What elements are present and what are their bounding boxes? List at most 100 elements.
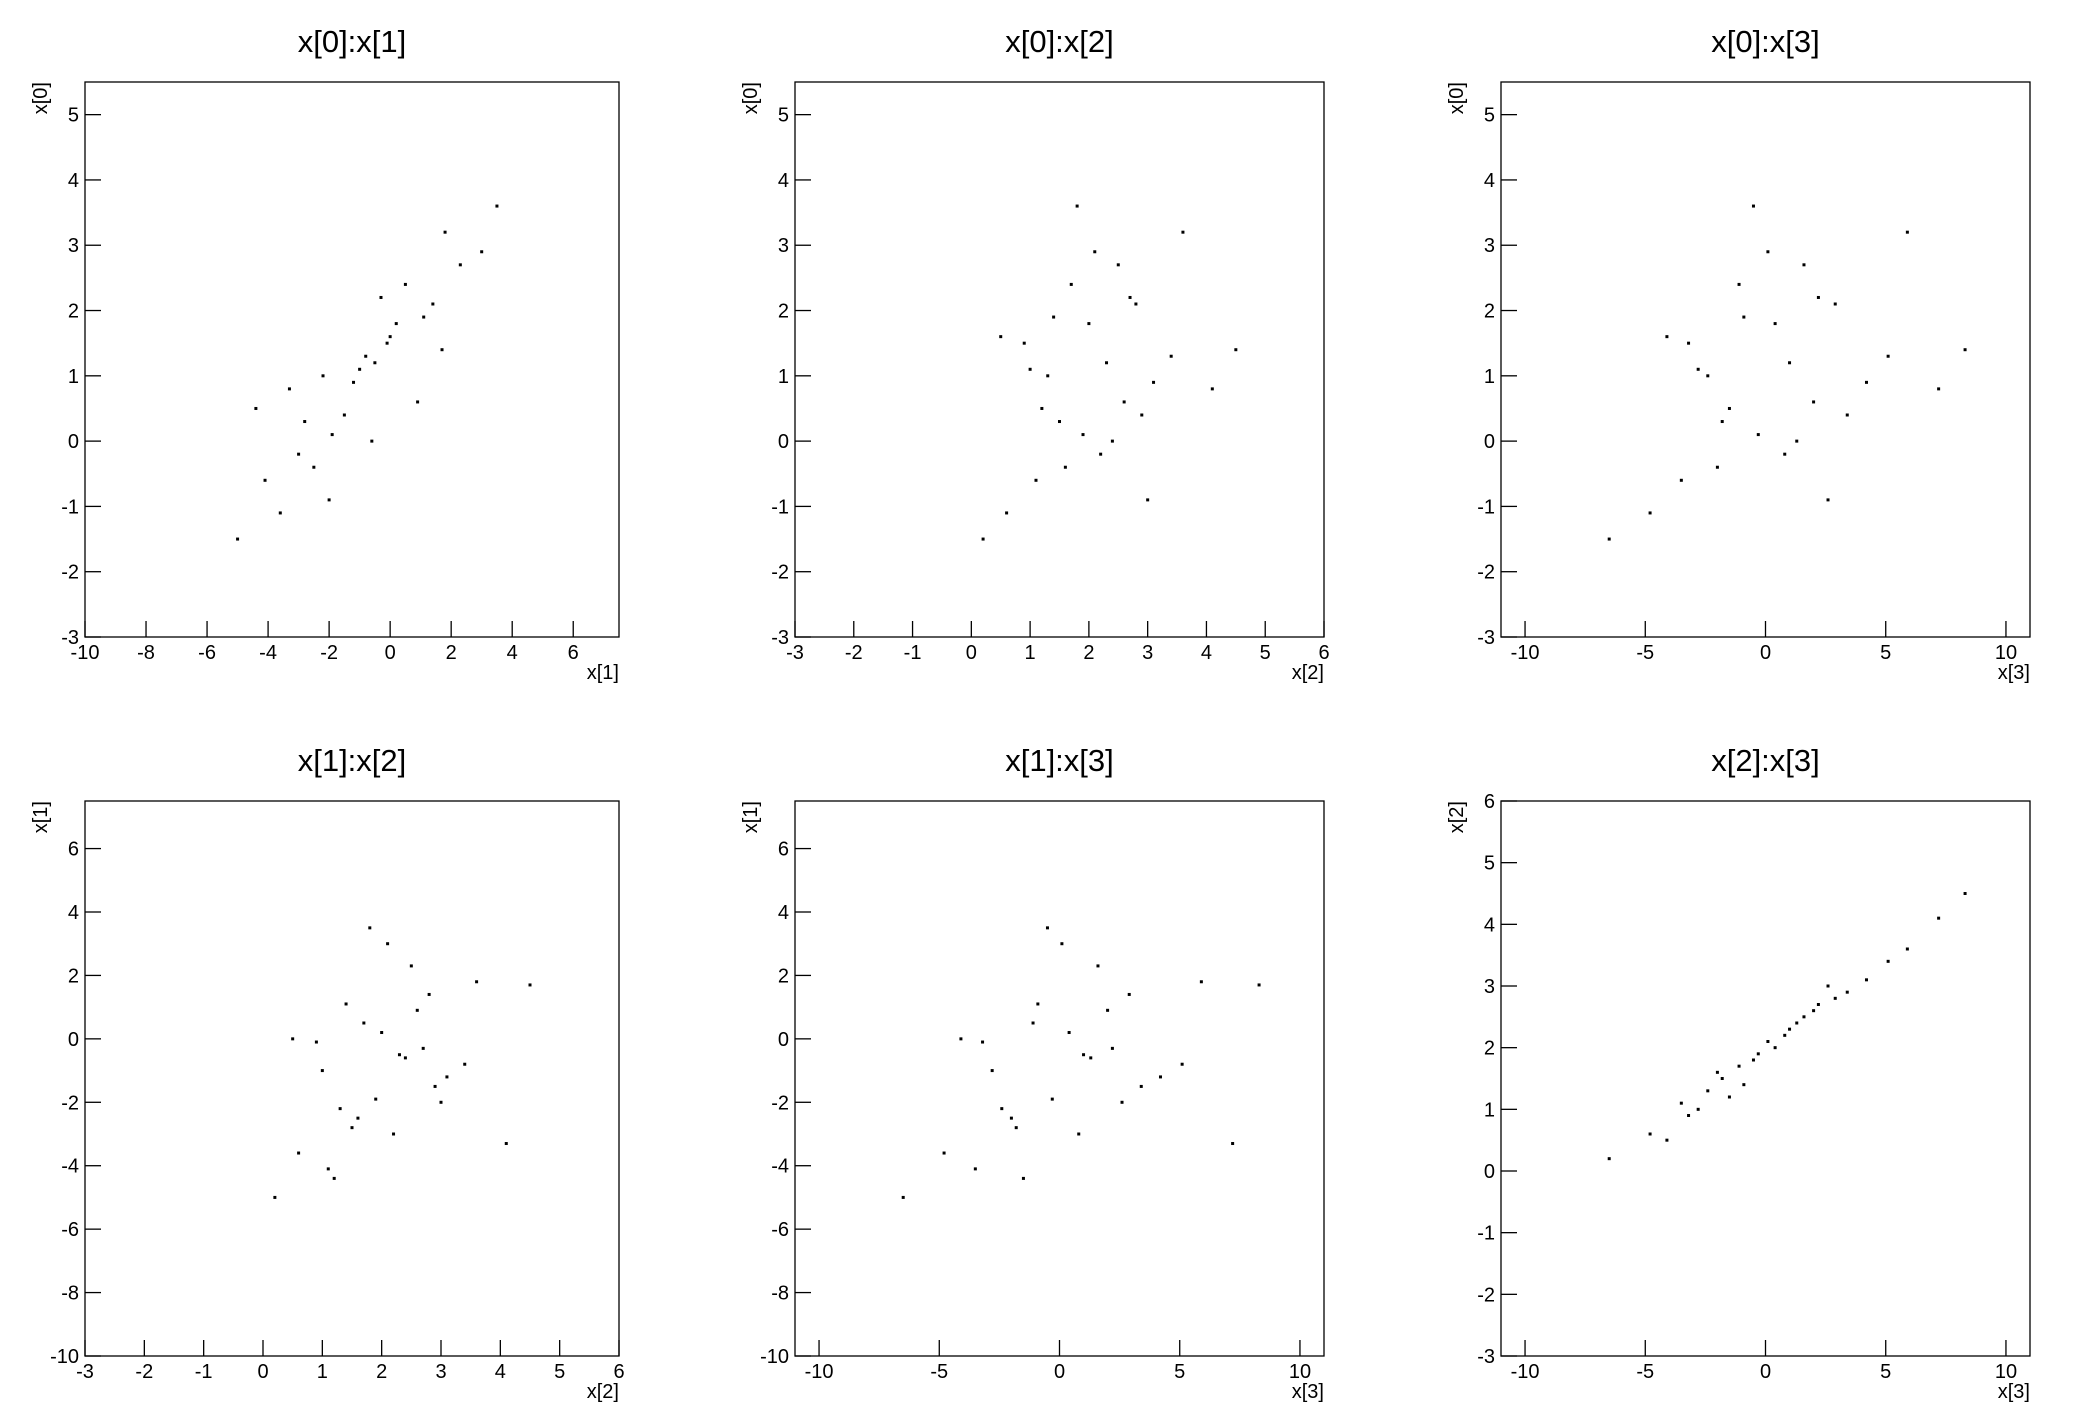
x-tick-label: -3	[786, 642, 804, 664]
point	[1826, 984, 1830, 988]
point	[1009, 1116, 1013, 1120]
point	[1795, 439, 1799, 443]
x-tick-label: -8	[137, 642, 155, 664]
point	[368, 926, 372, 930]
y-tick-label: -1	[771, 496, 789, 518]
point	[1110, 1046, 1114, 1050]
point	[362, 1021, 366, 1025]
point	[1751, 1058, 1755, 1062]
point	[1742, 315, 1746, 319]
point	[1687, 341, 1691, 345]
point	[344, 1002, 348, 1006]
y-tick-label: -2	[771, 562, 789, 584]
point	[1210, 387, 1214, 391]
point	[1766, 1040, 1770, 1043]
point	[1715, 1070, 1719, 1074]
point	[1706, 374, 1710, 378]
x-tick-label: 10	[1995, 642, 2017, 664]
point	[374, 1097, 378, 1101]
y-tick-label: 0	[778, 1029, 789, 1051]
plot-frame	[794, 81, 1325, 638]
point	[327, 498, 331, 502]
plot-frame	[1500, 81, 2031, 638]
x-axis-label: x[3]	[1998, 662, 2030, 684]
point	[1751, 204, 1755, 208]
y-tick-label: -6	[771, 1219, 789, 1241]
x-tick-label: 2	[376, 1361, 387, 1383]
y-tick-label: 0	[68, 431, 79, 453]
point	[1905, 947, 1909, 951]
x-axis-label: x[2]	[587, 1381, 619, 1403]
point	[326, 1167, 330, 1171]
x-tick-label: -10	[805, 1361, 834, 1383]
point	[1050, 1097, 1054, 1101]
y-axis-label: x[1]	[740, 801, 762, 833]
y-tick-label: -6	[61, 1219, 79, 1241]
chart-title: x[0]:x[2]	[1005, 24, 1114, 59]
point	[416, 400, 420, 404]
point	[1081, 433, 1085, 437]
y-tick-label: 4	[1484, 170, 1495, 192]
x-axis-label: x[1]	[587, 662, 619, 684]
point	[495, 204, 499, 208]
y-tick-label: -10	[50, 1346, 79, 1368]
x-tick-label: 4	[507, 642, 518, 664]
chart-title: x[1]:x[2]	[298, 743, 407, 778]
point	[959, 1037, 963, 1041]
x-tick-label: 0	[1760, 1361, 1771, 1383]
point	[433, 1084, 437, 1088]
point	[1058, 420, 1061, 424]
y-tick-label: 6	[1484, 791, 1495, 813]
point	[422, 315, 426, 319]
y-tick-label: 5	[778, 105, 789, 127]
y-tick-label: 0	[1484, 1161, 1495, 1183]
point	[1720, 420, 1724, 424]
point	[1706, 1089, 1710, 1093]
y-tick-label: 1	[1484, 1099, 1495, 1121]
y-tick-label: 3	[778, 235, 789, 257]
x-tick-label: 10	[1289, 1361, 1311, 1383]
point	[1139, 1084, 1143, 1088]
point	[1116, 263, 1120, 267]
point	[1089, 1056, 1093, 1060]
y-tick-label: -8	[771, 1283, 789, 1305]
point	[1014, 1126, 1018, 1130]
point	[291, 1037, 295, 1041]
y-tick-label: -3	[61, 627, 79, 649]
y-tick-label: 2	[68, 965, 79, 987]
y-tick-label: -4	[61, 1156, 79, 1178]
point	[394, 322, 398, 326]
point	[1146, 498, 1150, 502]
point	[901, 1195, 905, 1199]
x-tick-label: 0	[257, 1361, 268, 1383]
point	[1105, 361, 1109, 365]
x-tick-label: 2	[446, 642, 457, 664]
x-tick-label: 0	[966, 642, 977, 664]
x-tick-label: -3	[76, 1361, 94, 1383]
point	[1127, 992, 1131, 996]
point	[330, 433, 334, 437]
x-tick-label: 4	[1201, 642, 1212, 664]
point	[297, 1151, 301, 1155]
point	[314, 1040, 318, 1044]
x-tick-label: 4	[495, 1361, 506, 1383]
point	[1075, 204, 1079, 208]
point	[1696, 1107, 1700, 1111]
y-tick-label: -3	[1477, 627, 1495, 649]
x-tick-label: 0	[385, 642, 396, 664]
chart-title: x[0]:x[3]	[1711, 24, 1820, 59]
point	[1060, 942, 1064, 946]
point	[439, 1100, 443, 1104]
point	[338, 1107, 342, 1111]
point	[1067, 1031, 1071, 1035]
point	[1802, 263, 1806, 267]
x-tick-label: -1	[904, 642, 922, 664]
point	[1140, 413, 1144, 417]
point	[332, 1176, 336, 1180]
y-tick-label: 6	[68, 839, 79, 861]
y-tick-label: 4	[778, 902, 789, 924]
y-tick-label: 2	[68, 301, 79, 323]
x-tick-label: -10	[1511, 642, 1540, 664]
y-tick-label: -8	[61, 1283, 79, 1305]
y-tick-label: 5	[1484, 105, 1495, 127]
